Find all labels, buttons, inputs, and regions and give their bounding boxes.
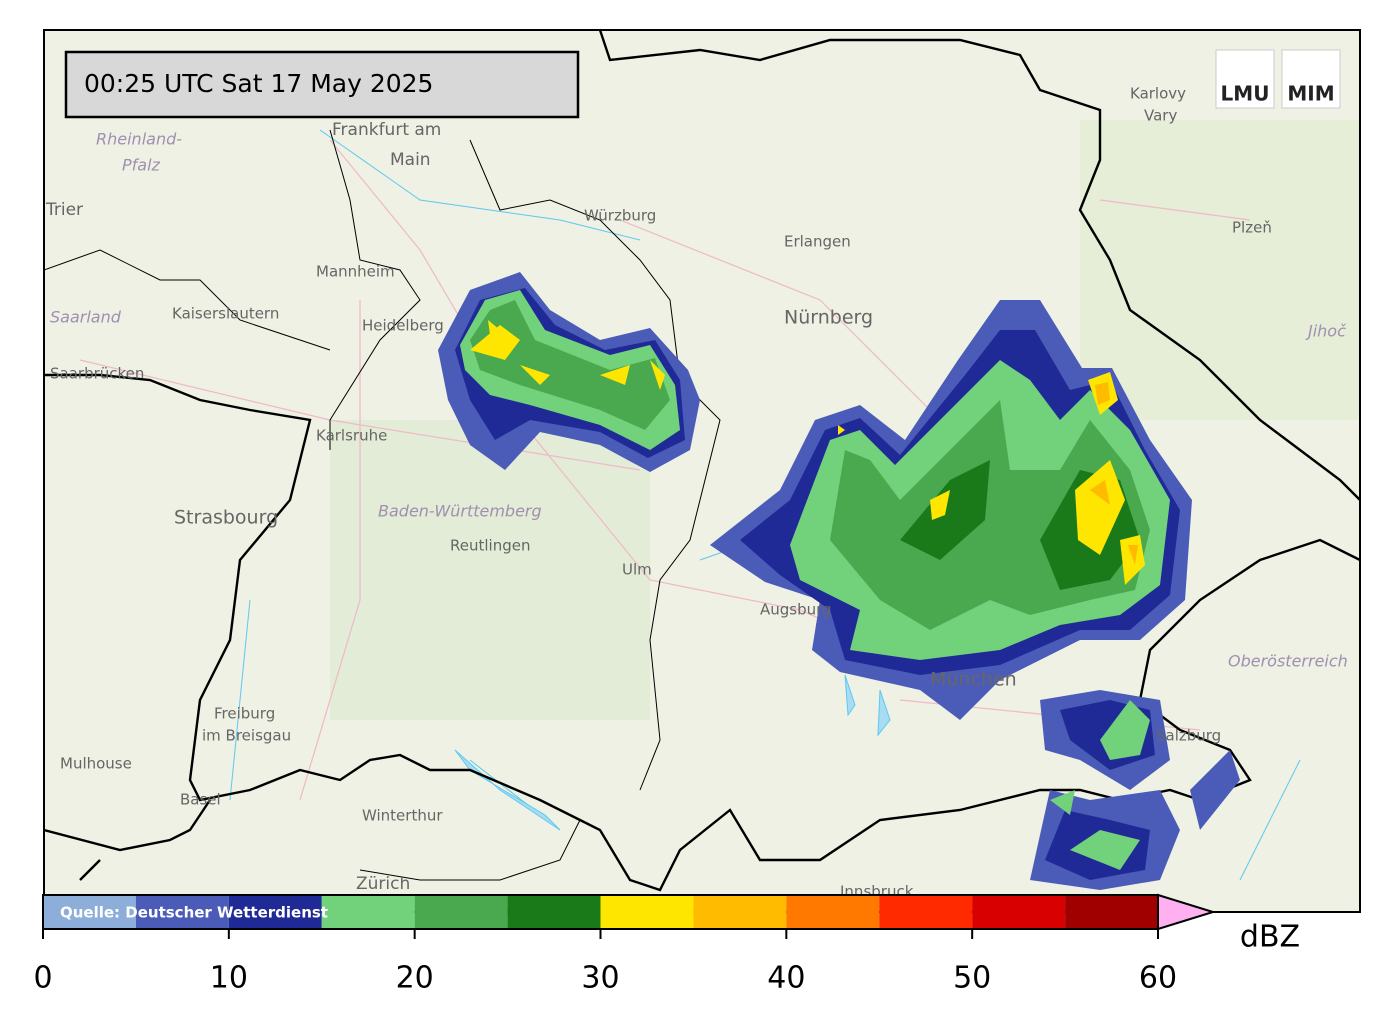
region-label: Pfalz bbox=[122, 156, 161, 175]
place-label: Heidelberg bbox=[362, 317, 444, 335]
place-label: Salzburg bbox=[1156, 727, 1221, 745]
colorbar-bin bbox=[600, 895, 694, 929]
place-label: Nürnberg bbox=[784, 307, 873, 329]
place-label: Karlsruhe bbox=[316, 427, 387, 445]
radar-echoes bbox=[438, 272, 1240, 890]
timestamp: 00:25 UTC Sat 17 May 2025 bbox=[84, 69, 433, 98]
colorbar-bin bbox=[507, 895, 601, 929]
place-label: Erlangen bbox=[784, 233, 851, 251]
colorbar-bin bbox=[414, 895, 508, 929]
colorbar-bin bbox=[972, 895, 1066, 929]
timestamp-box: 00:25 UTC Sat 17 May 2025 bbox=[64, 50, 580, 119]
logo-box bbox=[1215, 49, 1275, 109]
colorbar-bin bbox=[135, 895, 229, 929]
colorbar-tick-label: 50 bbox=[953, 961, 991, 996]
place-label: München bbox=[930, 669, 1017, 691]
place-label: Karlovy bbox=[1130, 85, 1186, 103]
place-label: Winterthur bbox=[362, 807, 443, 825]
colorbar-bin bbox=[786, 895, 880, 929]
region-label: Oberösterreich bbox=[1228, 652, 1348, 671]
colorbar-tick-label: 0 bbox=[33, 961, 52, 996]
colorbar-bin bbox=[693, 895, 787, 929]
colorbar-tick-label: 60 bbox=[1139, 961, 1177, 996]
region-label: Baden-Württemberg bbox=[378, 502, 542, 521]
place-label: Vary bbox=[1144, 107, 1177, 125]
colorbar-unit: dBZ bbox=[1240, 920, 1300, 955]
colorbar-tick-label: 20 bbox=[396, 961, 434, 996]
place-label: Saarbrücken bbox=[50, 365, 144, 383]
colorbar-tick-label: 10 bbox=[210, 961, 248, 996]
place-label: Freiburg bbox=[214, 705, 275, 723]
region-label: Rheinland- bbox=[96, 130, 182, 149]
logo-text: MIM bbox=[1287, 82, 1334, 106]
colorbar-tick-label: 30 bbox=[581, 961, 619, 996]
colorbar-bin bbox=[321, 895, 415, 929]
place-label: Trier bbox=[45, 200, 83, 220]
place-label: Strasbourg bbox=[174, 507, 278, 529]
colorbar-tick-label: 40 bbox=[767, 961, 805, 996]
place-label: Augsburg bbox=[760, 601, 832, 619]
place-label: Plzeň bbox=[1232, 219, 1272, 237]
place-label: im Breisgau bbox=[202, 727, 291, 745]
place-label: Main bbox=[390, 150, 431, 170]
place-label: Ulm bbox=[622, 561, 652, 579]
colorbar: Quelle: Deutscher Wetterdienst 0 10 20 30 40 5… bbox=[33, 893, 1217, 996]
timestamp-background bbox=[64, 50, 580, 119]
region-label: Saarland bbox=[50, 308, 122, 327]
logo-box bbox=[1281, 49, 1341, 109]
place-label: Mannheim bbox=[316, 263, 395, 281]
colorbar-bin bbox=[228, 895, 322, 929]
place-label: Basel bbox=[180, 791, 221, 809]
place-label: Kaiserslautern bbox=[172, 305, 279, 323]
place-label: Mulhouse bbox=[60, 755, 132, 773]
place-label: Zürich bbox=[356, 874, 410, 894]
colorbar-bin bbox=[879, 895, 973, 929]
colorbar-bin bbox=[43, 895, 136, 929]
place-label: Reutlingen bbox=[450, 537, 530, 555]
place-label: Würzburg bbox=[584, 207, 656, 225]
source-label: Quelle: Deutscher Wetterdienst bbox=[60, 904, 328, 922]
logo: LMU MIM bbox=[1215, 49, 1341, 109]
region-label: Jihoč bbox=[1305, 322, 1347, 341]
place-labels: Frankfurt am Main Rheinland- Pfalz Trier… bbox=[45, 85, 1348, 901]
place-label: Frankfurt am bbox=[332, 120, 441, 140]
logo-text: LMU bbox=[1221, 82, 1270, 106]
colorbar-bin bbox=[1065, 895, 1158, 929]
